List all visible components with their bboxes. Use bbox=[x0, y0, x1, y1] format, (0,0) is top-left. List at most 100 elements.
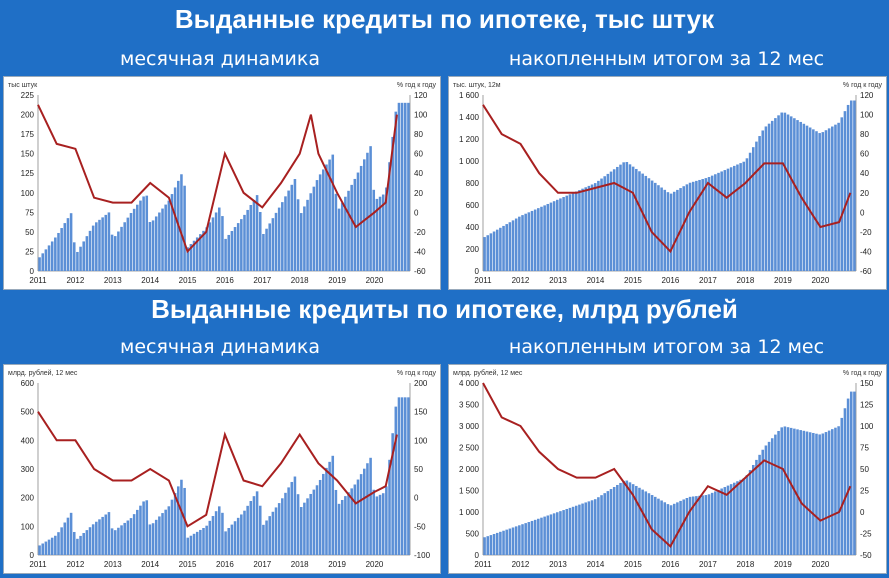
data-bar bbox=[824, 432, 828, 555]
y-tick-label: 300 bbox=[21, 465, 35, 474]
data-bar bbox=[372, 489, 376, 555]
data-bar bbox=[120, 525, 123, 555]
data-bar bbox=[527, 212, 531, 271]
data-bar bbox=[666, 192, 670, 271]
data-bar bbox=[837, 426, 840, 555]
data-bar bbox=[537, 518, 540, 555]
data-bar bbox=[495, 229, 499, 271]
data-bar bbox=[224, 238, 227, 271]
data-bar bbox=[660, 187, 663, 271]
data-bar bbox=[337, 503, 341, 555]
data-bar bbox=[751, 147, 755, 271]
data-bar bbox=[635, 168, 638, 271]
data-bar bbox=[296, 494, 300, 555]
data-bar bbox=[148, 524, 152, 555]
data-bar bbox=[559, 198, 562, 271]
data-bar bbox=[502, 530, 505, 555]
y2-tick-label: 0 bbox=[414, 494, 419, 503]
data-bar bbox=[290, 481, 294, 555]
data-bar bbox=[518, 525, 521, 555]
data-bar bbox=[755, 141, 758, 271]
data-bar bbox=[688, 496, 692, 555]
data-bar bbox=[704, 495, 708, 555]
x-tick-label: 2012 bbox=[66, 560, 84, 569]
data-bar bbox=[60, 527, 63, 555]
data-bar bbox=[770, 120, 774, 271]
data-bar bbox=[764, 126, 768, 272]
data-bar bbox=[243, 214, 246, 271]
data-bar bbox=[139, 200, 142, 271]
y-tick-label: 200 bbox=[21, 494, 35, 503]
data-bar bbox=[571, 506, 575, 555]
data-bar bbox=[113, 236, 117, 271]
data-bar bbox=[271, 511, 275, 555]
data-bar bbox=[287, 487, 290, 555]
data-bar bbox=[91, 524, 95, 555]
data-bar bbox=[530, 210, 534, 271]
data-bar bbox=[186, 537, 190, 555]
y2-axis-label: % год к году bbox=[397, 82, 437, 89]
data-bar bbox=[101, 516, 104, 555]
data-bar bbox=[527, 522, 531, 555]
data-bar bbox=[246, 209, 249, 271]
data-bar bbox=[518, 216, 521, 271]
data-bar bbox=[540, 517, 543, 555]
data-bar bbox=[625, 480, 629, 555]
y2-tick-label: -50 bbox=[414, 522, 426, 531]
chart-group-title-2: Выданные кредиты по ипотеке, млрд рублей bbox=[151, 294, 738, 324]
data-bar bbox=[252, 200, 256, 271]
data-bar bbox=[57, 232, 60, 271]
data-bar bbox=[641, 489, 644, 555]
data-bar bbox=[72, 531, 76, 555]
data-bar bbox=[584, 187, 588, 271]
data-bar bbox=[400, 102, 404, 271]
data-bar bbox=[770, 438, 774, 555]
data-bar bbox=[571, 192, 575, 271]
data-bar bbox=[492, 533, 496, 555]
data-bar bbox=[262, 233, 265, 271]
y-tick-label: 1 000 bbox=[459, 508, 480, 517]
data-bar bbox=[631, 166, 635, 271]
data-bar bbox=[556, 512, 559, 555]
data-bar bbox=[375, 198, 379, 271]
data-bar bbox=[698, 179, 701, 271]
data-bar bbox=[240, 514, 243, 555]
data-bar bbox=[530, 520, 534, 555]
data-bar bbox=[853, 100, 856, 271]
data-bar bbox=[233, 521, 237, 555]
data-bar bbox=[808, 432, 812, 555]
data-bar bbox=[521, 215, 524, 271]
data-bar bbox=[63, 522, 67, 555]
data-bar bbox=[312, 489, 316, 555]
data-bar bbox=[641, 173, 644, 271]
y-tick-label: 2 000 bbox=[459, 465, 480, 474]
data-bar bbox=[733, 165, 736, 271]
data-bar bbox=[177, 486, 180, 555]
data-bar bbox=[562, 197, 565, 271]
y2-tick-label: 150 bbox=[860, 379, 874, 388]
data-bar bbox=[158, 516, 161, 555]
data-bar bbox=[331, 154, 335, 271]
data-bar bbox=[202, 528, 205, 555]
data-bar bbox=[704, 178, 708, 271]
data-bar bbox=[546, 515, 550, 555]
subtitle-monthly-2: месячная динамика bbox=[119, 336, 320, 358]
y-tick-label: 25 bbox=[25, 247, 34, 256]
data-bar bbox=[236, 223, 240, 271]
chart-volume-monthly: млрд. рублей, 12 мес % год к году 0 100 200 3… bbox=[8, 369, 436, 569]
data-bar bbox=[789, 427, 793, 555]
data-bar bbox=[698, 495, 701, 555]
data-bar bbox=[612, 169, 616, 271]
data-bar bbox=[258, 212, 262, 271]
data-bar bbox=[600, 495, 603, 555]
data-bar bbox=[707, 494, 711, 555]
data-bar bbox=[274, 507, 278, 555]
data-bar bbox=[325, 467, 328, 555]
data-bar bbox=[268, 516, 271, 555]
data-bar bbox=[603, 493, 606, 555]
y-tick-label: 150 bbox=[21, 150, 35, 159]
data-bar bbox=[299, 213, 303, 271]
data-bar bbox=[265, 228, 268, 271]
data-bar bbox=[359, 474, 363, 555]
y2-tick-label: 75 bbox=[860, 444, 869, 453]
